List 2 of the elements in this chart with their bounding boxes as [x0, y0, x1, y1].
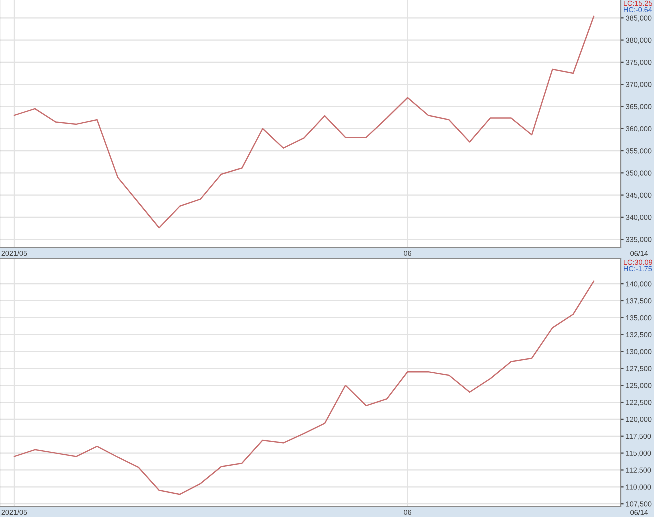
line-series: [14, 16, 595, 229]
line-series: [14, 280, 595, 496]
